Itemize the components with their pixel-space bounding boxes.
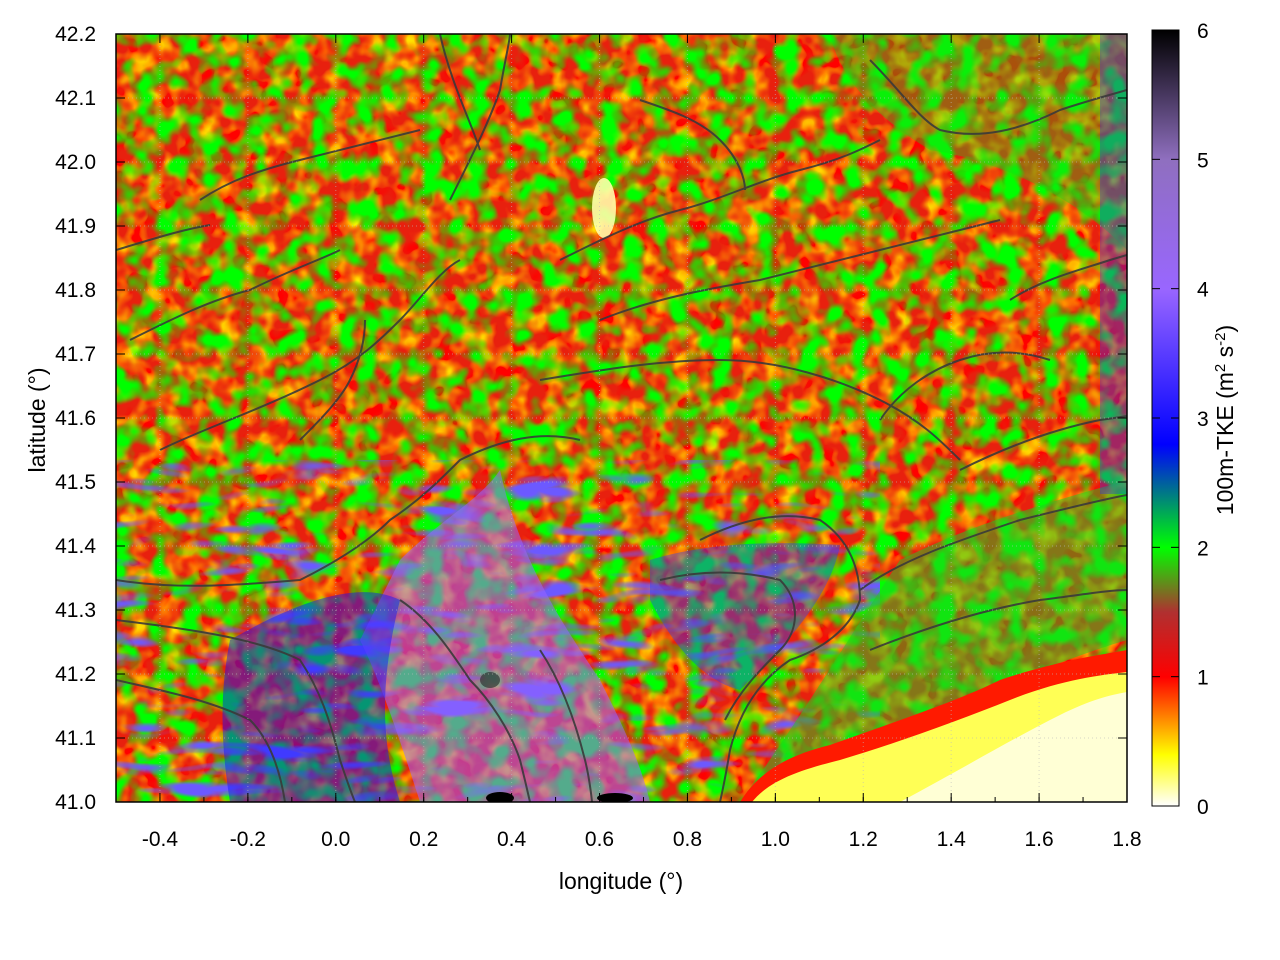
valley-purple [360,470,650,802]
northeast-green [830,34,1127,250]
x-tick-label: 1.4 [937,828,967,851]
y-tick-label: 41.4 [55,535,96,558]
x-tick-label: 1.0 [761,828,790,851]
x-tick-label: 0.8 [673,828,702,851]
colorbar-label: 100m-TKE (m2 s-2) [1212,325,1238,515]
y-tick-label: 41.5 [55,471,96,494]
y-tick-label: 41.1 [55,727,96,750]
peak-spot-2 [597,793,633,802]
heatmap-field [116,34,1127,802]
y-tick-label: 41.8 [55,279,96,302]
colorbar-label-mid: s [1212,346,1238,364]
peak-spot-3 [480,672,500,688]
y-axis-title: latitude (°) [24,367,50,472]
colorbar-tick-label: 3 [1197,408,1209,431]
x-tick-label: 0.4 [497,828,527,851]
valley-east [650,543,840,690]
x-axis: -0.4 -0.2 0.0 0.2 0.4 0.6 0.8 1.0 1.2 1.4 1.6 1.8 [115,34,1142,851]
x-tick-label: 0.6 [585,828,614,851]
terrain-contours [116,34,1127,802]
x-tick-label: -0.2 [230,828,266,851]
colorbar-tick-label: 4 [1197,279,1209,302]
colorbar-tick-label: 1 [1197,667,1209,690]
colorbar-label-end: ) [1212,325,1238,333]
colorbar-label-sup2: -2 [1212,332,1229,345]
y-tick-label: 41.2 [55,663,96,686]
bright-spot [592,178,616,238]
x-tick-label: -0.4 [142,828,179,851]
colorbar-label-sup1: 2 [1212,364,1229,372]
x-tick-label: 1.6 [1024,828,1053,851]
y-tick-label: 42.0 [55,151,96,174]
x-tick-label: 0.2 [409,828,438,851]
colorbar: 0 1 2 3 4 5 6 100m-TKE (m2 s-2) [1151,20,1238,819]
x-tick-label: 0.0 [321,828,350,851]
y-tick-label: 41.7 [55,343,96,366]
sea-region-pale [900,692,1127,802]
colorbar-tick-label: 5 [1197,149,1209,172]
y-tick-label: 42.1 [55,87,96,110]
peak-spot-1 [486,792,514,802]
colorbar-label-main: 100m-TKE (m [1212,372,1238,515]
colorbar-tick-label: 2 [1197,537,1209,560]
y-tick-label: 41.0 [55,791,96,814]
colorbar-ticks: 0 1 2 3 4 5 6 [1152,20,1209,819]
x-axis-title: longitude (°) [559,868,683,894]
valley-blue [222,592,400,802]
east-green-band [740,480,1127,802]
colorbar-tick-label: 6 [1197,20,1209,43]
y-tick-label: 41.6 [55,407,96,430]
x-tick-label: 1.2 [849,828,878,851]
y-tick-label: 41.9 [55,215,96,238]
east-edge-blue [1100,34,1127,494]
colorbar-tick-label: 0 [1197,796,1209,819]
y-tick-label: 42.2 [55,23,96,46]
y-axis: 41.0 41.1 41.2 41.3 41.4 41.5 41.6 41.7 41.8 41.9… [55,23,1127,814]
x-tick-label: 1.8 [1112,828,1141,851]
y-tick-label: 41.3 [55,599,96,622]
